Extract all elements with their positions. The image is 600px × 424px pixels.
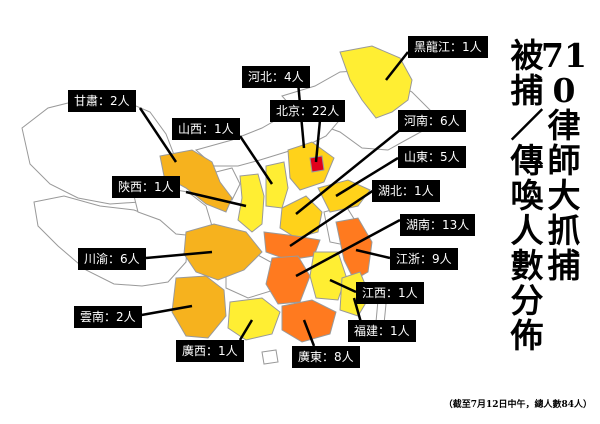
- label-shandong: 山東：5人: [398, 146, 466, 168]
- label-guangdong: 廣東：8人: [292, 346, 360, 368]
- region-tibet: [33, 195, 189, 287]
- leader-shaanxi: [185, 190, 247, 208]
- province-shanxi: [265, 161, 289, 209]
- leader-henan: [295, 129, 401, 215]
- colored-provinces: [159, 45, 413, 365]
- leader-lines: [135, 51, 409, 347]
- label-hubei: 湖北：1人: [372, 180, 440, 202]
- leader-heilongjiang: [385, 51, 409, 81]
- label-hebei: 河北：4人: [242, 66, 310, 88]
- leader-guangdong: [302, 319, 316, 347]
- leader-jiangzhe: [355, 248, 391, 260]
- province-jiangzhe: [335, 217, 373, 281]
- label-gansu: 甘肅：2人: [68, 90, 136, 112]
- title-line-1: 710律師大抓捕: [541, 36, 587, 285]
- label-shaanxi: 陜西：1人: [112, 176, 180, 198]
- province-yunnan: [171, 275, 227, 339]
- title-line-2: 被捕／傳喚人數分佈: [510, 36, 544, 355]
- province-chuanyu: [183, 223, 263, 281]
- leader-guangxi: [238, 319, 254, 341]
- label-jiangxi: 江西：1人: [356, 282, 424, 304]
- province-shandong: [317, 179, 371, 213]
- leader-hubei: [289, 188, 375, 248]
- province-hunan: [265, 255, 311, 305]
- label-chuanyu: 川渝：6人: [78, 248, 146, 270]
- province-beijing: [309, 155, 325, 173]
- leader-shanxi: [238, 135, 274, 185]
- label-fujian: 福建：1人: [348, 320, 416, 342]
- leader-shandong: [335, 156, 399, 198]
- province-hainan: [261, 349, 279, 365]
- label-heilongjiang: 黑龍江：1人: [408, 36, 488, 58]
- leader-jiangxi: [329, 278, 357, 294]
- province-henan: [279, 195, 323, 239]
- label-shanxi: 山西：1人: [172, 118, 240, 140]
- leader-gansu: [138, 107, 178, 163]
- leader-chuanyu: [145, 250, 213, 260]
- province-shaanxi: [237, 173, 265, 233]
- label-guangxi: 廣西：1人: [176, 340, 244, 362]
- province-guangxi: [227, 297, 281, 341]
- label-jiangzhe: 江浙：9人: [390, 248, 458, 270]
- label-beijing: 北京：22人: [270, 100, 346, 122]
- leader-beijing: [314, 119, 322, 163]
- province-heilongjiang: [339, 45, 413, 119]
- label-henan: 河南：6人: [398, 110, 466, 132]
- province-guangdong: [281, 299, 337, 343]
- label-hunan: 湖南：13人: [400, 214, 476, 236]
- label-yunnan: 雲南：2人: [74, 306, 142, 328]
- leader-hunan: [295, 218, 401, 278]
- footnote: （截至7月12日中午，總人數84人）: [443, 400, 592, 410]
- leader-yunnan: [135, 304, 193, 318]
